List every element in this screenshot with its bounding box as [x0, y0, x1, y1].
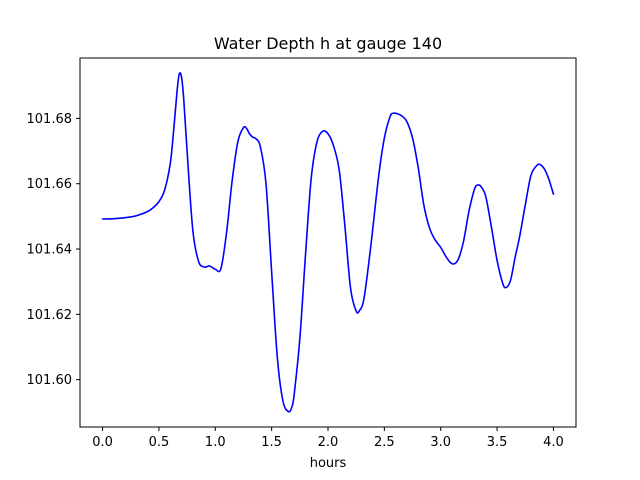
x-tick-label: 0.5 [149, 435, 170, 450]
x-tick-label: 1.5 [261, 435, 282, 450]
x-tick-label: 2.5 [374, 435, 395, 450]
x-tick-label: 3.0 [430, 435, 451, 450]
x-tick-label: 4.0 [543, 435, 564, 450]
x-axis: 0.0 0.5 1.0 1.5 2.0 2.5 3.0 3.5 4.0 [92, 427, 564, 450]
chart-title: Water Depth h at gauge 140 [214, 34, 442, 53]
x-axis-label: hours [310, 456, 347, 471]
y-tick-label: 101.68 [27, 112, 73, 127]
y-axis: 101.60 101.62 101.64 101.66 101.68 [27, 112, 80, 388]
plot-frame [79, 57, 577, 428]
x-tick-label: 1.0 [205, 435, 226, 450]
y-tick-label: 101.60 [27, 373, 73, 388]
x-tick-label: 2.0 [318, 435, 339, 450]
series-line-0 [101, 72, 555, 413]
x-tick-label: 0.0 [92, 435, 113, 450]
x-tick-label: 3.5 [487, 435, 508, 450]
y-tick-label: 101.62 [27, 308, 73, 323]
y-tick-label: 101.66 [27, 177, 73, 192]
plot-area [101, 72, 555, 413]
y-tick-label: 101.64 [27, 243, 73, 258]
